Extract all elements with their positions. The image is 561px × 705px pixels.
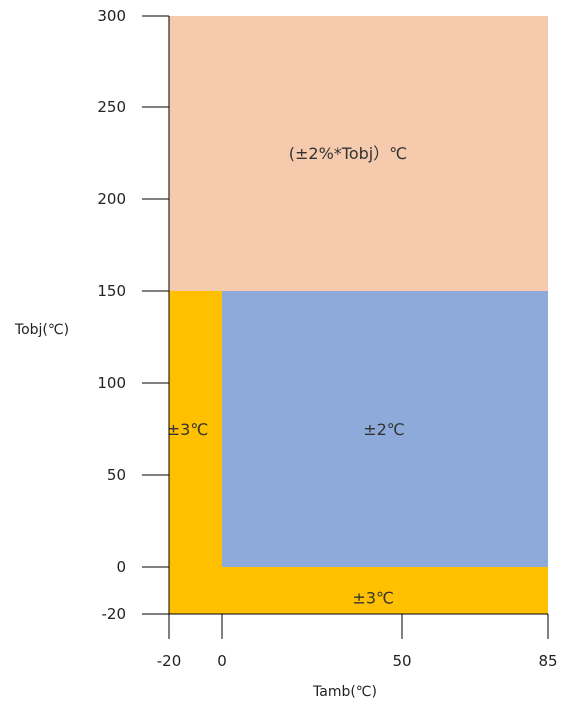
- y-axis-title: Tobj(℃): [14, 322, 69, 338]
- x-axis-title: Tamb(℃): [312, 684, 377, 700]
- y-tick-label: -20: [102, 605, 127, 623]
- x-tick-label: 0: [217, 652, 227, 670]
- y-tick-label: 100: [97, 374, 126, 392]
- region-label-4: ±3℃: [352, 589, 394, 608]
- x-tick-label: 50: [392, 652, 411, 670]
- y-tick-label: 300: [97, 7, 126, 25]
- y-tick-label: 0: [116, 558, 126, 576]
- region-4: [222, 567, 548, 614]
- region-3: [169, 291, 222, 614]
- axes: -20 0 50 100 150 200 250 300 -20 0 50 85: [97, 7, 557, 670]
- x-tick-label: -20: [157, 652, 182, 670]
- y-tick-label: 250: [97, 98, 126, 116]
- regions: (±2%*Tobj）℃ ±2℃ ±3℃ ±3℃: [167, 16, 548, 614]
- region-label-2: ±2℃: [363, 420, 405, 439]
- region-label-3: ±3℃: [167, 420, 209, 439]
- y-tick-label: 50: [107, 466, 126, 484]
- region-1: [169, 16, 548, 291]
- y-tick-label: 150: [97, 282, 126, 300]
- region-label-1: (±2%*Tobj）℃: [289, 144, 407, 163]
- x-tick-label: 85: [538, 652, 557, 670]
- y-tick-label: 200: [97, 190, 126, 208]
- region-2: [222, 291, 548, 567]
